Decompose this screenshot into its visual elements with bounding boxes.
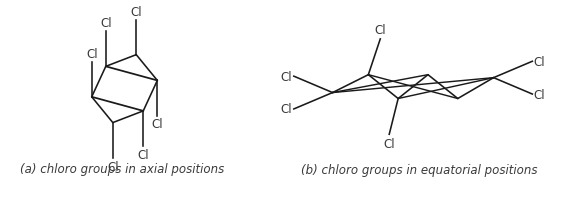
Text: Cl: Cl: [100, 17, 112, 30]
Text: Cl: Cl: [86, 48, 98, 61]
Text: Cl: Cl: [137, 148, 149, 161]
Text: Cl: Cl: [281, 70, 292, 83]
Text: Cl: Cl: [534, 88, 545, 101]
Text: Cl: Cl: [374, 24, 386, 37]
Text: Cl: Cl: [107, 160, 119, 173]
Text: Cl: Cl: [534, 55, 545, 68]
Text: (b) chloro groups in equatorial positions: (b) chloro groups in equatorial position…: [301, 163, 537, 176]
Text: Cl: Cl: [281, 103, 292, 116]
Text: (a) chloro groups in axial positions: (a) chloro groups in axial positions: [20, 163, 224, 176]
Text: Cl: Cl: [151, 118, 163, 131]
Text: Cl: Cl: [130, 6, 142, 19]
Text: Cl: Cl: [384, 137, 395, 150]
